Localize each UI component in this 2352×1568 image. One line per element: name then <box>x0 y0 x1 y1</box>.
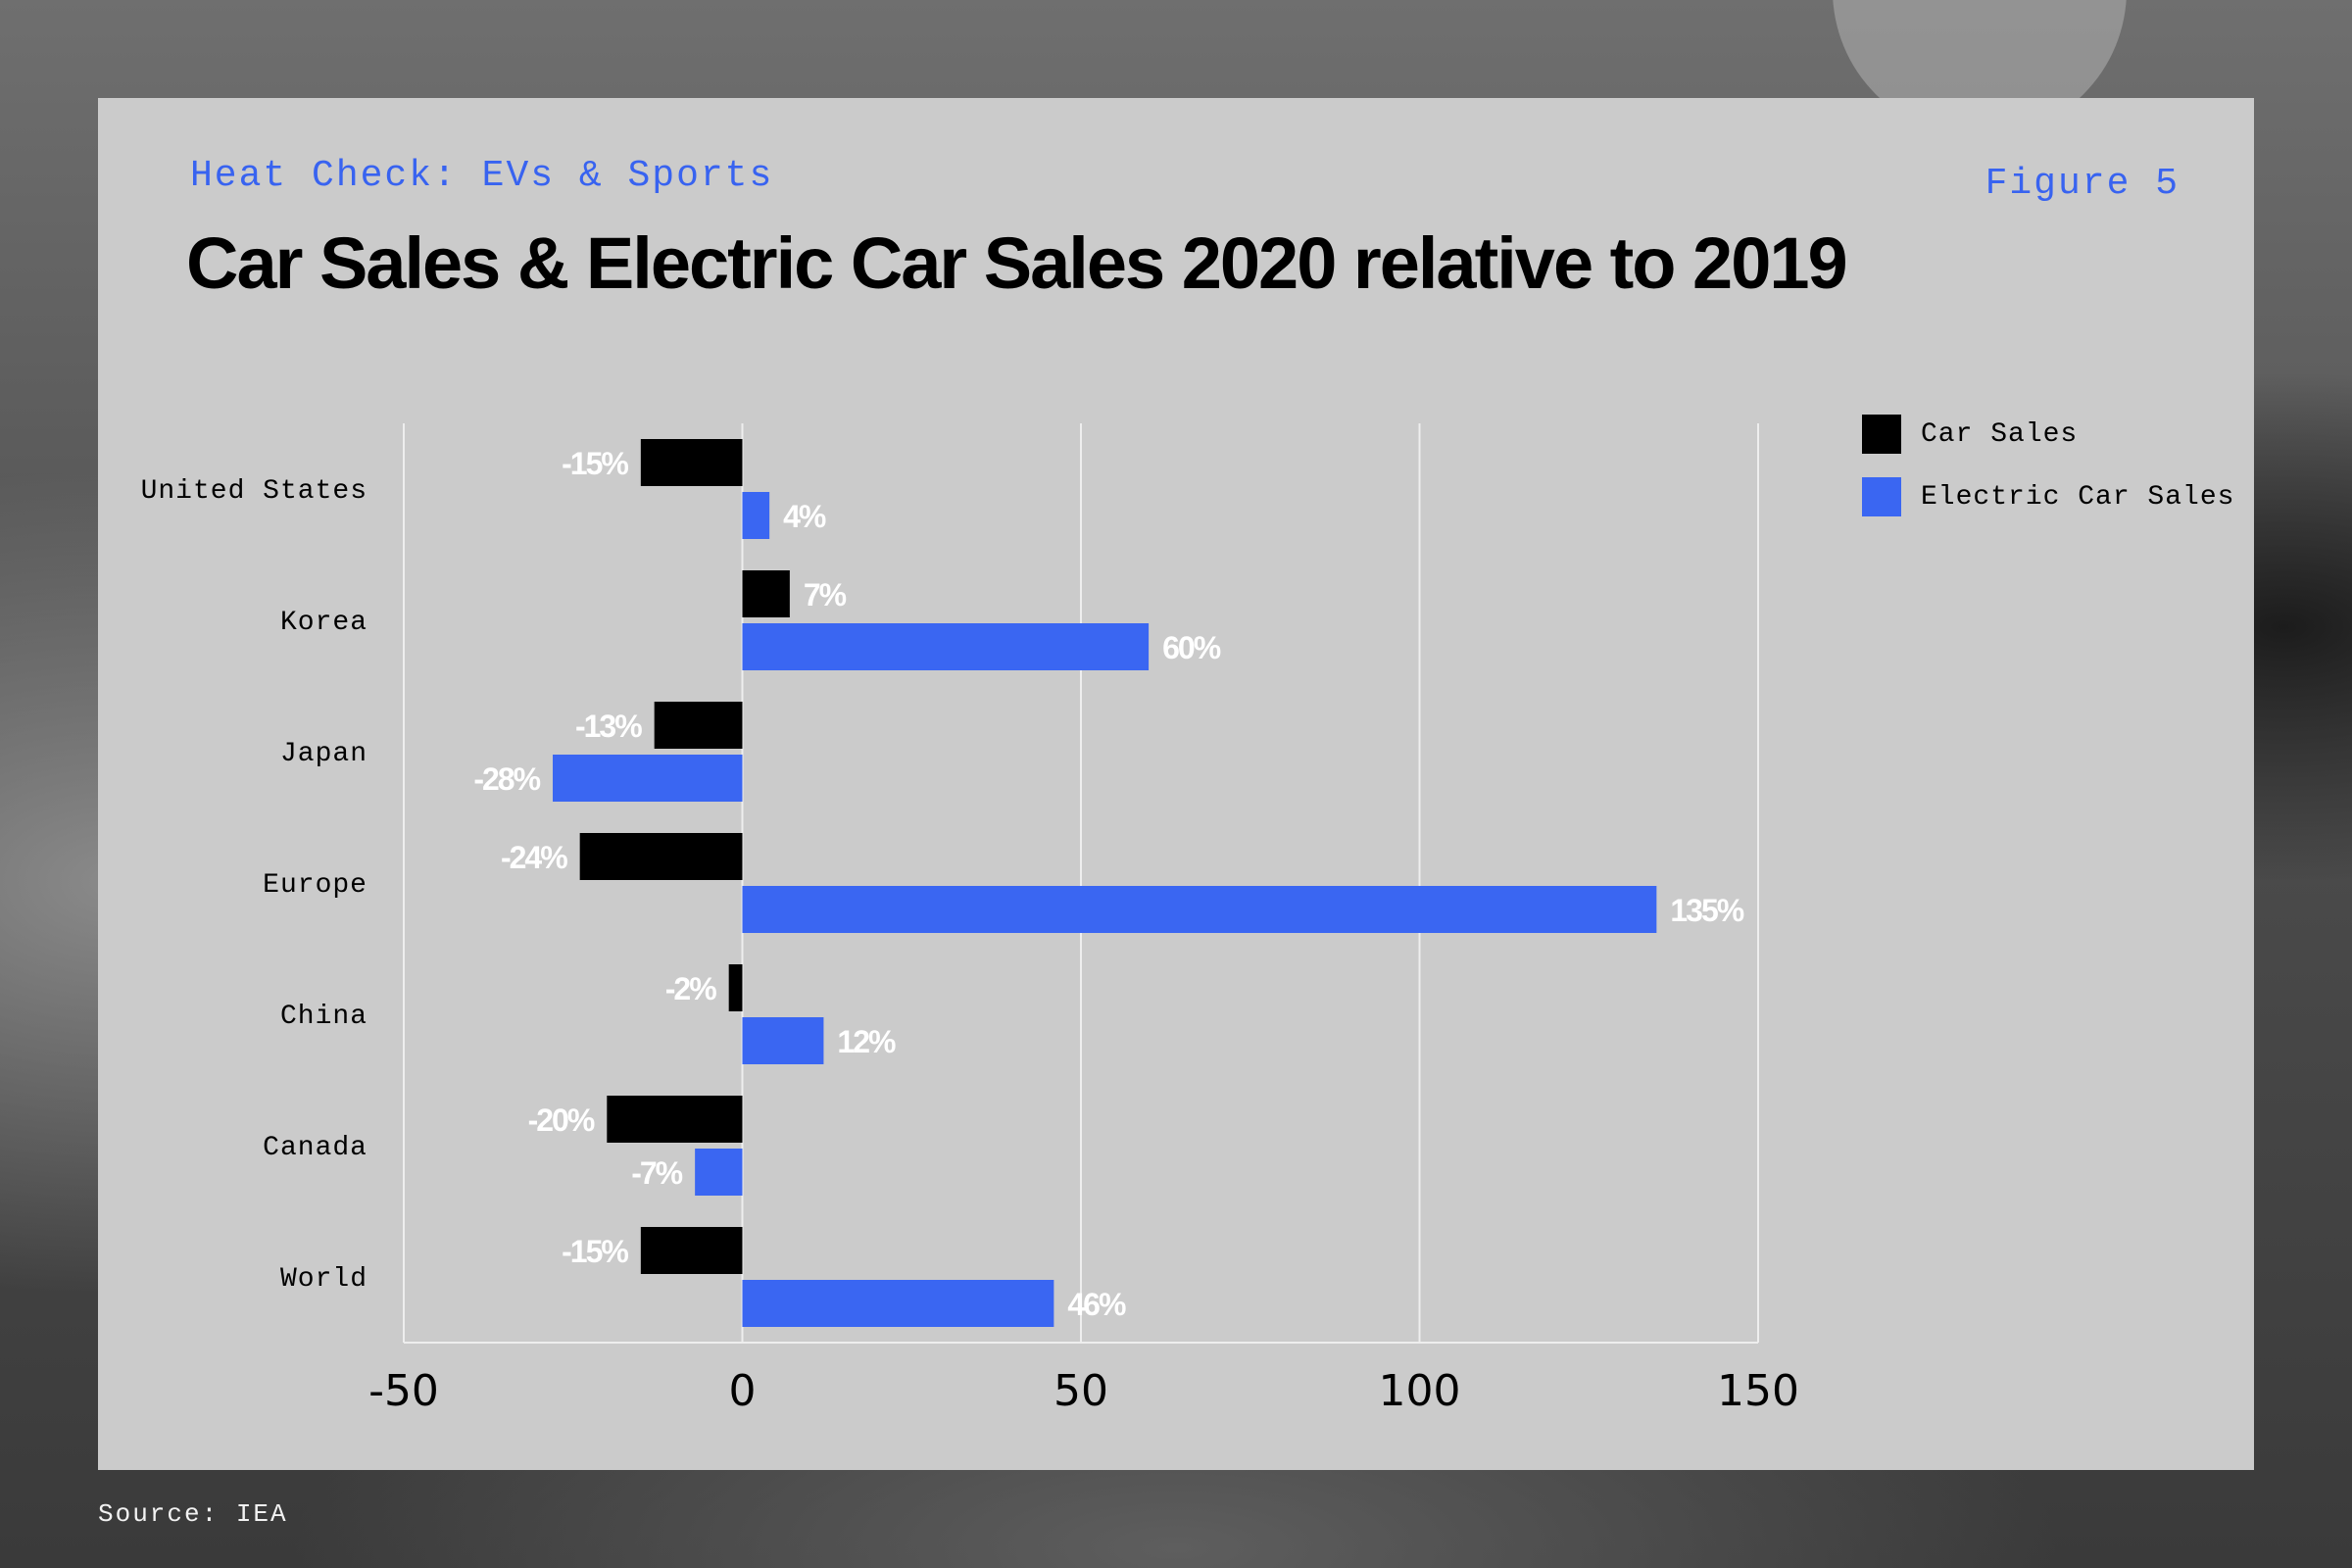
data-label: 46% <box>1067 1287 1126 1322</box>
x-tick-label: 0 <box>729 1366 757 1416</box>
legend-swatch-car-sales <box>1862 415 1901 454</box>
category-label: World <box>280 1264 368 1295</box>
car-sales-bar <box>607 1096 743 1143</box>
data-label: -2% <box>665 971 716 1006</box>
category-label: Japan <box>280 739 368 769</box>
data-label: 4% <box>783 499 826 534</box>
chart-panel: Heat Check: EVs & Sports Figure 5 Car Sa… <box>98 98 2254 1470</box>
data-label: -20% <box>528 1102 595 1138</box>
figure-label: Figure 5 <box>1984 163 2180 205</box>
data-label: 135% <box>1670 893 1743 928</box>
electric-car-sales-bar <box>742 492 770 539</box>
x-tick-label: 100 <box>1379 1366 1461 1416</box>
electric-car-sales-bar <box>742 1280 1054 1327</box>
chart-title: Car Sales & Electric Car Sales 2020 rela… <box>186 222 1848 304</box>
electric-car-sales-bar <box>553 755 743 802</box>
x-tick-label: 150 <box>1717 1366 1799 1416</box>
category-label: United States <box>141 476 368 507</box>
bar-chart: -50 0 50 100 150 United States -15% 4% Korea 7% 60… <box>141 423 1799 1416</box>
data-label: -15% <box>562 446 628 481</box>
electric-car-sales-bar <box>695 1149 743 1196</box>
category-label: Canada <box>263 1133 368 1163</box>
chart-legend: Car Sales Electric Car Sales <box>1862 414 2234 539</box>
x-tick-label: -50 <box>368 1366 439 1416</box>
data-label: 7% <box>804 577 847 612</box>
data-label: -28% <box>473 761 540 797</box>
car-sales-bar <box>640 1227 743 1274</box>
electric-car-sales-bar <box>742 886 1657 933</box>
source-note: Source: IEA <box>98 1499 288 1529</box>
category-label: China <box>280 1002 368 1032</box>
data-label: 60% <box>1162 630 1221 665</box>
legend-label-electric-car-sales: Electric Car Sales <box>1921 481 2235 513</box>
legend-item-car-sales: Car Sales <box>1862 414 2234 455</box>
data-label: 12% <box>837 1024 896 1059</box>
legend-item-electric-car-sales: Electric Car Sales <box>1862 476 2234 517</box>
category-label: Korea <box>280 608 368 638</box>
legend-swatch-electric-car-sales <box>1862 477 1901 516</box>
car-sales-bar <box>742 570 790 617</box>
data-label: -13% <box>575 709 642 744</box>
car-sales-bar <box>728 964 743 1011</box>
legend-label-car-sales: Car Sales <box>1921 418 2079 450</box>
car-sales-bar <box>654 702 743 749</box>
electric-car-sales-bar <box>742 623 1150 670</box>
electric-car-sales-bar <box>742 1017 824 1064</box>
series-kicker: Heat Check: EVs & Sports <box>190 155 774 197</box>
data-label: -7% <box>631 1155 682 1191</box>
car-sales-bar <box>579 833 743 880</box>
car-sales-bar <box>640 439 743 486</box>
category-label: Europe <box>263 870 368 901</box>
data-label: -24% <box>501 840 567 875</box>
data-label: -15% <box>562 1234 628 1269</box>
x-tick-label: 50 <box>1054 1366 1108 1416</box>
